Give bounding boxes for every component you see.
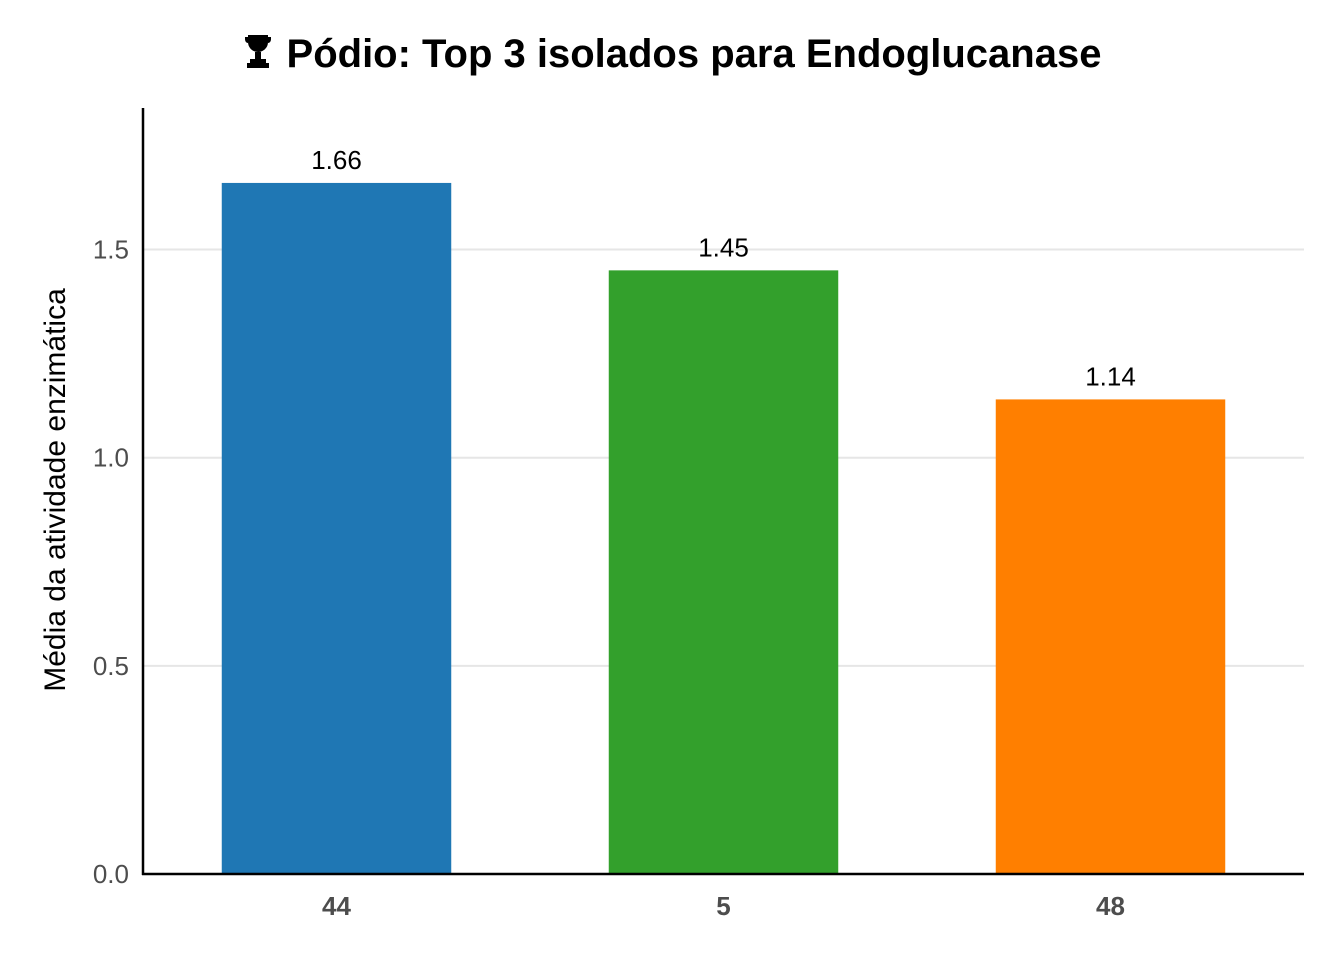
bar: [221, 182, 452, 874]
x-tick-label: 48: [1096, 891, 1125, 921]
y-tick-label: 0.0: [93, 859, 129, 889]
chart-title: Pódio: Top 3 isolados para Endoglucanase: [0, 32, 1344, 80]
bar-value-label: 1.14: [1085, 361, 1136, 391]
axes: 0.0 0.5 1.0 1.5 44 5 48: [93, 108, 1304, 921]
y-tick-label: 0.5: [93, 651, 129, 681]
y-tick-label: 1.0: [93, 443, 129, 473]
x-tick-label: 5: [716, 891, 730, 921]
y-tick-label: 1.5: [93, 235, 129, 265]
bar-value-label: 1.66: [311, 145, 362, 175]
chart-title-text: Pódio: Top 3 isolados para Endoglucanase: [286, 32, 1102, 76]
value-labels: 1.66 1.45 1.14: [311, 145, 1136, 391]
bar-value-label: 1.45: [698, 232, 749, 262]
x-tick-label: 44: [322, 891, 351, 921]
bar: [608, 270, 839, 874]
trophy-icon: [243, 32, 273, 80]
bar: [995, 399, 1226, 874]
bars: [221, 182, 1226, 874]
